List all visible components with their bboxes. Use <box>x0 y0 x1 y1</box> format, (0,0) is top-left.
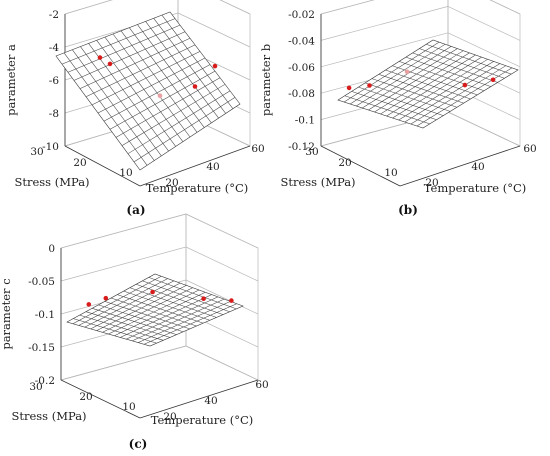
x-axis-line <box>139 145 251 187</box>
z-tick-label: 0 <box>48 243 55 255</box>
z-tick-label: -0.1 <box>295 115 315 127</box>
y-axis-label: Stress (MPa) <box>11 409 86 423</box>
wall-gridline <box>447 6 521 41</box>
wall-gridline <box>185 345 259 381</box>
z-tick-label: -10 <box>42 141 59 153</box>
wall-gridline <box>185 246 259 282</box>
panel-label: (a) <box>126 203 145 217</box>
data-point <box>103 295 109 301</box>
fitted-surface <box>337 39 519 129</box>
floor-back-edges <box>60 345 259 381</box>
z-tick-label: -0.2 <box>35 375 55 387</box>
x-tick-label: 40 <box>471 161 484 173</box>
z-tick-label: -0.05 <box>28 276 55 288</box>
wall-gridline <box>185 213 259 249</box>
data-point <box>192 84 198 89</box>
fitted-surface <box>55 11 241 171</box>
wall-gridline <box>447 111 521 147</box>
wall-gridline <box>64 0 113 15</box>
y-axis-line <box>64 145 141 187</box>
x-axis-label: Temperature (°C) <box>146 181 249 195</box>
x-axis-label: Temperature (°C) <box>424 181 527 195</box>
data-point <box>367 83 372 88</box>
data-point <box>490 77 496 83</box>
z-tick-label: -0.15 <box>28 342 55 354</box>
y-tick-label: 20 <box>338 157 351 169</box>
z-tick-label: -0.02 <box>288 9 315 21</box>
wall-gridline <box>177 12 251 48</box>
z-tick-label: -0.06 <box>288 62 315 74</box>
wall-gridline <box>320 0 375 15</box>
z-tick-label: -0.12 <box>288 141 315 153</box>
y-tick-label: 30 <box>30 146 43 158</box>
data-point <box>201 296 206 302</box>
x-tick-label: 20 <box>425 177 438 189</box>
z-tick-label: -6 <box>49 75 60 87</box>
surface-mesh <box>343 41 513 127</box>
y-tick-label: 30 <box>29 381 42 393</box>
surface-mesh <box>72 276 237 345</box>
z-axis-label: parameter c <box>0 278 13 349</box>
y-axis-label: Stress (MPa) <box>280 175 355 189</box>
y-axis-label: Stress (MPa) <box>14 175 89 189</box>
x-axis-line <box>139 379 259 419</box>
y-axis-line <box>320 145 401 187</box>
surface-mesh <box>61 14 236 166</box>
z-tick-label: -0.1 <box>35 309 55 321</box>
z-axis-label: parameter a <box>4 44 18 116</box>
y-axis-line <box>60 379 141 419</box>
data-point <box>157 93 163 98</box>
z-tick-label: -8 <box>49 108 59 120</box>
data-point <box>107 61 113 67</box>
data-point <box>212 63 218 69</box>
z-tick-label: -0.04 <box>288 35 315 47</box>
wall-gridline <box>60 213 187 249</box>
panel-label: (b) <box>398 203 418 217</box>
wall-gridline <box>489 0 521 15</box>
data-point <box>97 55 103 60</box>
x-tick-label: 20 <box>163 411 176 423</box>
y-tick-label: 10 <box>119 167 132 179</box>
x-tick-label: 20 <box>165 177 178 189</box>
wall-gridline <box>320 6 449 41</box>
panel-c: 0 -0.05 -0.1 -0.15 -0.2 20 40 60 10 20 30 parameter… <box>0 213 269 451</box>
x-tick-label: 40 <box>206 161 219 173</box>
y-tick-label: 20 <box>73 157 86 169</box>
data-point <box>404 69 410 75</box>
z-axis-label: parameter b <box>259 44 273 116</box>
x-tick-label: 60 <box>251 143 264 155</box>
data-point <box>229 298 234 303</box>
y-tick-label: 10 <box>122 401 135 413</box>
data-point <box>346 85 352 91</box>
x-tick-label: 40 <box>204 395 217 407</box>
y-tick-label: 10 <box>384 167 397 179</box>
y-tick-label: 30 <box>305 146 318 158</box>
y-tick-label: 20 <box>79 391 92 403</box>
z-tick-label: -0.08 <box>288 88 315 100</box>
x-tick-label: 60 <box>255 379 268 391</box>
x-axis-line <box>399 145 521 187</box>
wall-gridline <box>185 279 259 315</box>
wall-gridline <box>219 0 251 15</box>
wall-gridline <box>60 246 187 282</box>
z-tick-label: -4 <box>49 42 60 54</box>
wall-gridline <box>320 32 449 68</box>
data-point <box>150 289 155 295</box>
wall-gridline <box>60 345 187 381</box>
panel-a: -2 -4 -6 -8 -10 20 40 60 10 20 30 parameter a Temper… <box>4 0 265 217</box>
x-tick-label: 60 <box>523 143 536 155</box>
x-axis-label: Temperature (°C) <box>151 413 254 427</box>
data-point <box>86 302 92 307</box>
z-tick-label: -2 <box>49 9 59 21</box>
wall-gridline <box>447 32 521 68</box>
panel-b: -0.02 -0.04 -0.06 -0.08 -0.1 -0.12 20 40 60 10 20 3… <box>259 0 537 217</box>
data-point <box>462 82 468 88</box>
panel-label: (c) <box>129 437 148 451</box>
